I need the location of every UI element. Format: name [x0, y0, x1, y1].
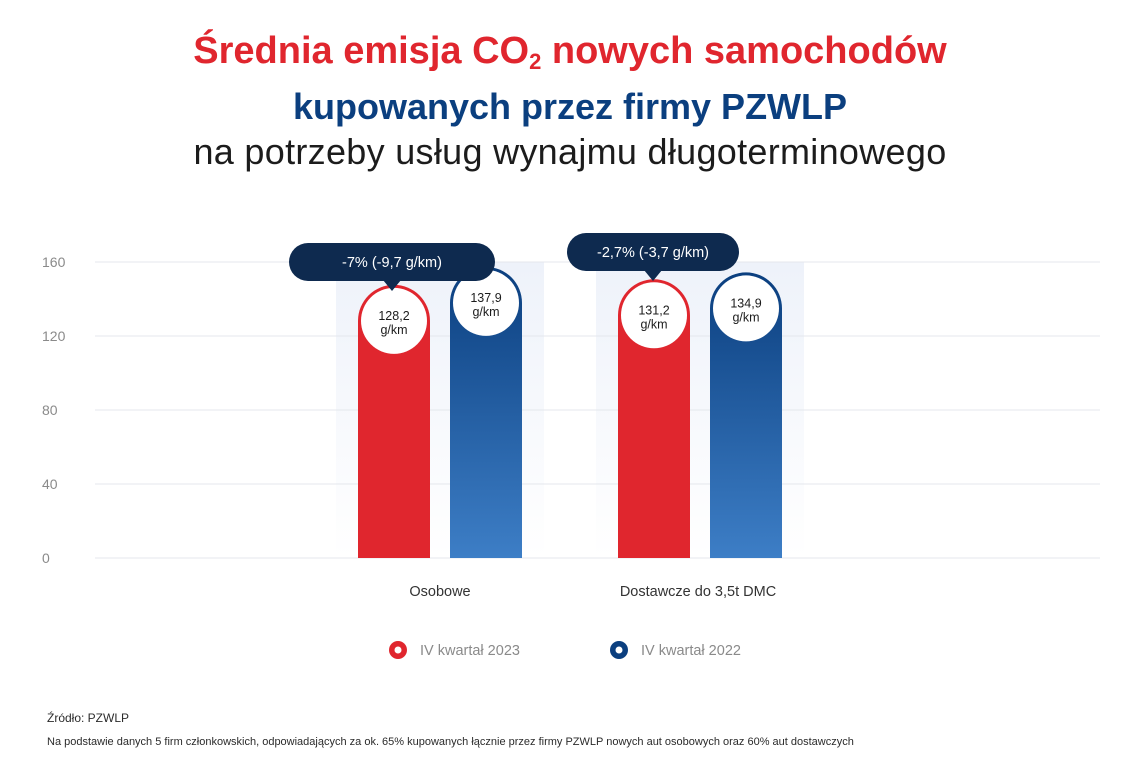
y-tick-label: 80	[42, 402, 58, 418]
title-line-2: kupowanych przez firmy PZWLP	[292, 86, 848, 127]
value-bubble	[621, 282, 687, 349]
legend-marker-dot	[394, 646, 402, 654]
callout-pointer	[383, 280, 401, 291]
callout-pointer	[644, 270, 662, 281]
callout-text: -2,7% (-3,7 g/km)	[597, 245, 709, 261]
data-label-unit: g/km	[732, 310, 759, 324]
value-bubble	[453, 269, 519, 336]
value-bubble	[713, 275, 779, 342]
bar-2022	[710, 272, 782, 558]
y-tick-label: 160	[42, 254, 66, 270]
data-label-unit: g/km	[640, 317, 667, 331]
x-category-label: Osobowe	[409, 584, 470, 600]
title-line-3: na potrzeby usług wynajmu długoterminowe…	[193, 131, 947, 172]
source-note: Źródło: PZWLP	[47, 711, 130, 725]
legend-label: IV kwartał 2022	[641, 643, 741, 659]
y-tick-label: 40	[42, 476, 58, 492]
data-label: 137,9	[470, 291, 501, 305]
bar-2022	[450, 266, 522, 558]
value-bubble	[361, 287, 427, 354]
y-tick-label: 120	[42, 328, 66, 344]
legend-label: IV kwartał 2023	[420, 643, 520, 659]
y-tick-label: 0	[42, 550, 50, 566]
data-label-unit: g/km	[472, 305, 499, 319]
title-line-1: Średnia emisja CO2 nowych samochodów	[193, 30, 947, 74]
bar-2023	[358, 284, 430, 558]
data-label-unit: g/km	[380, 323, 407, 337]
bar-2023	[618, 279, 690, 558]
data-label: 131,2	[638, 303, 669, 317]
callout-box	[567, 233, 739, 271]
chart-title: Średnia emisja CO2 nowych samochodów kup…	[0, 28, 1140, 175]
callout-box	[289, 243, 495, 281]
data-label: 128,2	[378, 309, 409, 323]
methodology-note: Na podstawie danych 5 firm członkowskich…	[47, 736, 854, 748]
legend-marker-dot	[615, 646, 623, 654]
callout-text: -7% (-9,7 g/km)	[342, 255, 442, 271]
data-label: 134,9	[730, 296, 761, 310]
x-category-label: Dostawcze do 3,5t DMC	[620, 584, 776, 600]
